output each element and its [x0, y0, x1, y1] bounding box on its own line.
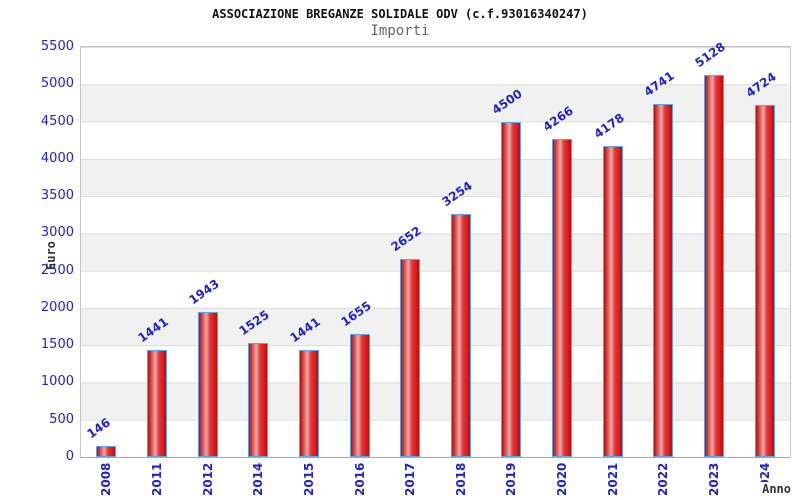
x-tick-label: 2020	[555, 462, 570, 496]
x-tick-label: 2022	[656, 462, 671, 496]
bar-value-label: 1441	[135, 314, 171, 345]
bar-value-label: 1943	[185, 276, 222, 308]
chart-title: ASSOCIAZIONE BREGANZE SOLIDALE ODV (c.f.…	[212, 7, 588, 21]
x-tick-label: 2017	[403, 462, 418, 496]
y-tick-label: 500	[49, 411, 74, 427]
x-tick-label: 2012	[200, 462, 215, 496]
x-axis-title: Anno	[760, 482, 791, 496]
bar-2020	[552, 139, 573, 457]
bar-2012	[197, 312, 218, 457]
y-tick-label: 0	[65, 449, 74, 464]
bar-2015	[298, 349, 319, 457]
x-tick-label: 2018	[453, 462, 468, 496]
bar-2019	[501, 121, 522, 457]
bar-2008	[96, 446, 117, 457]
bar-value-label: 1441	[287, 314, 323, 345]
x-tick-label: 2021	[605, 462, 620, 496]
bar-value-label: 1525	[236, 307, 273, 339]
y-tick-label: 2000	[40, 299, 74, 315]
y-tick-label: 1500	[40, 337, 74, 353]
bar-2014	[248, 343, 269, 457]
y-tick-label: 5000	[40, 76, 74, 92]
bar-value-label: 4741	[641, 68, 678, 99]
y-tick-label: 4000	[40, 150, 74, 166]
bar-2016	[349, 333, 370, 457]
bar-value-label: 5128	[692, 39, 728, 70]
bar-2022	[653, 103, 674, 457]
bar-2023	[704, 74, 725, 457]
x-tick-label: 2008	[99, 462, 114, 496]
y-tick-label: 1000	[40, 374, 74, 390]
chart-subtitle: Importi	[370, 23, 430, 39]
bar-value-label: 146	[84, 415, 114, 442]
bar-2017	[400, 259, 421, 457]
bar-2011	[146, 349, 167, 457]
bar-value-label: 4266	[540, 103, 576, 135]
y-tick-label: 2500	[40, 262, 74, 278]
bar-value-label: 4178	[591, 110, 627, 141]
x-tick-label: 2023	[707, 462, 722, 496]
x-tick-label: 2019	[504, 462, 519, 496]
bar-value-label: 4724	[743, 69, 779, 101]
y-tick-label: 3000	[40, 225, 74, 241]
bar-value-label: 2652	[388, 223, 424, 255]
y-tick-label: 5500	[40, 39, 74, 54]
bar-2024	[754, 104, 775, 457]
bar-value-label: 3254	[439, 178, 475, 210]
y-tick-label: 3500	[40, 188, 74, 204]
bar-value-label: 4500	[489, 86, 526, 117]
plot-area: 146 1441 1943 1525 1441 1655 2652 3254 4500 4266 4…	[80, 39, 791, 458]
y-tick-label: 4500	[40, 113, 74, 129]
bar-2018	[450, 214, 471, 457]
x-tick-label: 2015	[301, 462, 316, 496]
x-tick-label: 2011	[149, 462, 164, 496]
x-tick-label: 2014	[251, 462, 266, 496]
bar-2021	[602, 145, 623, 457]
bar-value-label: 1655	[337, 298, 374, 329]
x-tick-label: 2016	[352, 462, 367, 496]
